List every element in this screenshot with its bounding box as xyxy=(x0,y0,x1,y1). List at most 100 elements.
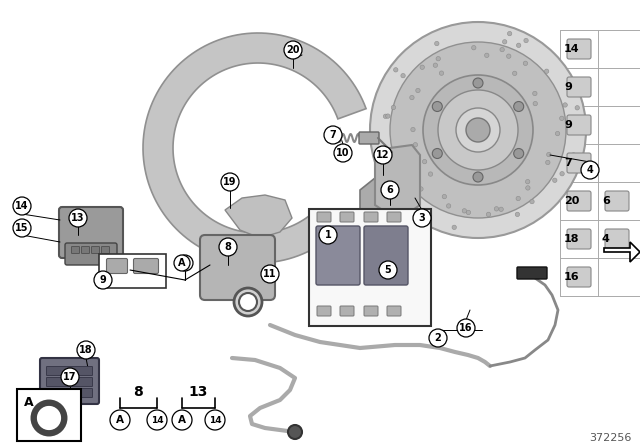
Text: 18: 18 xyxy=(79,345,93,355)
Circle shape xyxy=(581,161,599,179)
Circle shape xyxy=(390,163,395,167)
Circle shape xyxy=(556,131,560,136)
Circle shape xyxy=(462,209,467,213)
Circle shape xyxy=(411,127,415,132)
Circle shape xyxy=(405,165,410,170)
Text: 13: 13 xyxy=(71,213,84,223)
Text: 8: 8 xyxy=(225,242,232,252)
Circle shape xyxy=(94,271,112,289)
Circle shape xyxy=(436,56,440,61)
Circle shape xyxy=(439,71,444,75)
Circle shape xyxy=(411,200,415,205)
FancyBboxPatch shape xyxy=(200,235,275,300)
Circle shape xyxy=(284,41,302,59)
Text: 13: 13 xyxy=(188,385,208,399)
Circle shape xyxy=(452,225,456,229)
Circle shape xyxy=(525,180,530,184)
Text: 9: 9 xyxy=(564,120,572,130)
Circle shape xyxy=(422,159,427,164)
Text: 2: 2 xyxy=(435,333,442,343)
Circle shape xyxy=(466,118,490,142)
Circle shape xyxy=(516,196,520,201)
Circle shape xyxy=(530,199,534,204)
Circle shape xyxy=(524,39,528,43)
Circle shape xyxy=(514,148,524,159)
Circle shape xyxy=(532,91,537,96)
Circle shape xyxy=(234,288,262,316)
Circle shape xyxy=(516,43,521,47)
Circle shape xyxy=(533,101,538,106)
Circle shape xyxy=(457,319,475,337)
Circle shape xyxy=(563,103,567,107)
Text: 14: 14 xyxy=(15,201,29,211)
FancyBboxPatch shape xyxy=(567,191,591,211)
Text: 9: 9 xyxy=(100,275,106,285)
Text: 19: 19 xyxy=(223,177,237,187)
FancyBboxPatch shape xyxy=(40,358,99,404)
Text: 9: 9 xyxy=(564,82,572,92)
Circle shape xyxy=(484,53,489,57)
Circle shape xyxy=(429,329,447,347)
Text: A: A xyxy=(116,415,124,425)
Text: 14: 14 xyxy=(564,44,580,54)
FancyBboxPatch shape xyxy=(605,229,629,249)
Polygon shape xyxy=(225,195,292,238)
FancyBboxPatch shape xyxy=(387,212,401,222)
Circle shape xyxy=(374,146,392,164)
Circle shape xyxy=(500,47,504,52)
Text: 372256: 372256 xyxy=(589,433,631,443)
Circle shape xyxy=(334,144,352,162)
Text: A: A xyxy=(178,415,186,425)
FancyBboxPatch shape xyxy=(567,77,591,97)
Circle shape xyxy=(545,69,549,73)
Circle shape xyxy=(419,187,423,191)
Text: 4: 4 xyxy=(602,234,610,244)
Text: 20: 20 xyxy=(564,196,579,206)
Text: 18: 18 xyxy=(564,234,579,244)
FancyBboxPatch shape xyxy=(134,258,159,273)
Circle shape xyxy=(61,368,79,386)
Circle shape xyxy=(438,90,518,170)
FancyBboxPatch shape xyxy=(359,132,379,144)
Circle shape xyxy=(384,151,388,155)
FancyBboxPatch shape xyxy=(567,153,591,173)
FancyBboxPatch shape xyxy=(92,246,99,254)
Text: 7: 7 xyxy=(330,130,337,140)
Circle shape xyxy=(413,209,431,227)
Text: 14: 14 xyxy=(209,415,221,425)
FancyBboxPatch shape xyxy=(364,226,408,285)
Text: 16: 16 xyxy=(460,323,473,333)
Circle shape xyxy=(525,186,530,190)
Circle shape xyxy=(221,173,239,191)
Circle shape xyxy=(324,126,342,144)
Circle shape xyxy=(473,78,483,88)
Circle shape xyxy=(387,151,391,155)
FancyBboxPatch shape xyxy=(17,389,81,441)
FancyBboxPatch shape xyxy=(605,191,629,211)
Text: 5: 5 xyxy=(385,265,392,275)
Circle shape xyxy=(401,73,405,78)
FancyBboxPatch shape xyxy=(59,207,123,258)
Circle shape xyxy=(239,293,257,311)
Circle shape xyxy=(552,178,557,182)
FancyBboxPatch shape xyxy=(99,254,166,288)
FancyBboxPatch shape xyxy=(317,306,331,316)
Text: 15: 15 xyxy=(15,223,29,233)
FancyBboxPatch shape xyxy=(317,212,331,222)
Circle shape xyxy=(261,265,279,283)
FancyBboxPatch shape xyxy=(47,366,93,375)
Circle shape xyxy=(391,105,396,110)
FancyBboxPatch shape xyxy=(567,267,591,287)
Circle shape xyxy=(508,31,512,36)
Circle shape xyxy=(420,65,424,69)
Circle shape xyxy=(410,95,414,100)
Circle shape xyxy=(69,209,87,227)
Text: A: A xyxy=(179,258,186,268)
Circle shape xyxy=(514,102,524,112)
Circle shape xyxy=(559,116,564,121)
Circle shape xyxy=(381,181,399,199)
Circle shape xyxy=(172,410,192,430)
Circle shape xyxy=(473,172,483,182)
FancyBboxPatch shape xyxy=(364,212,378,222)
Circle shape xyxy=(560,172,564,176)
